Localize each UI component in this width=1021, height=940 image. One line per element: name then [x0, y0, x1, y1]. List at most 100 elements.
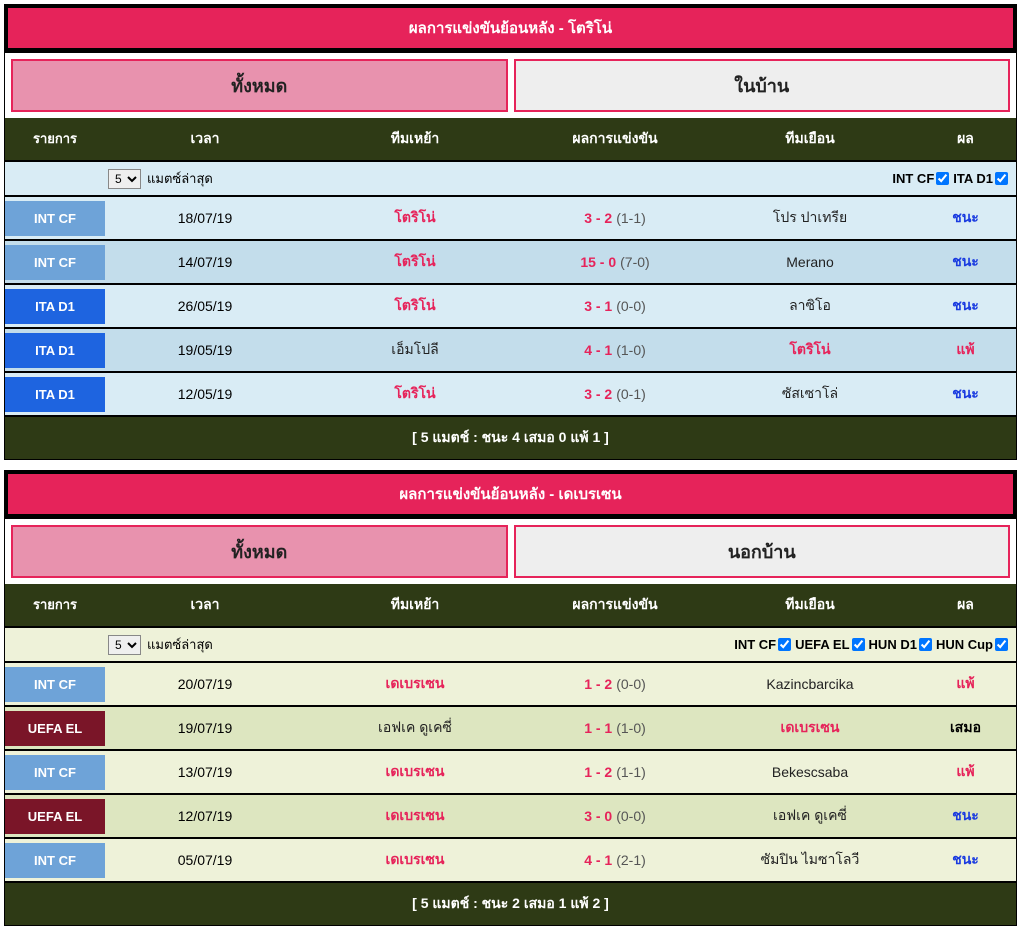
match-score[interactable]: 3 - 0(0-0) — [525, 798, 705, 834]
filter-row: 5แมตซ์ล่าสุดINT CFITA D1 — [5, 160, 1016, 195]
away-team[interactable]: โตริโน่ — [705, 329, 915, 371]
league-badge[interactable]: INT CF — [5, 667, 105, 702]
league-filter-label: ITA D1 — [953, 171, 993, 186]
league-filter[interactable]: HUN Cup — [936, 637, 1008, 652]
match-score[interactable]: 15 - 0(7-0) — [525, 244, 705, 280]
fulltime-score: 15 - 0 — [580, 254, 616, 270]
league-filters: INT CF UEFA EL HUN D1 HUN Cup — [734, 637, 1008, 652]
home-team[interactable]: โตริโน่ — [305, 197, 525, 239]
match-score[interactable]: 4 - 1(1-0) — [525, 332, 705, 368]
column-header: ผลการแข่งขัน — [525, 118, 705, 160]
home-team[interactable]: เดเบรเซน — [305, 663, 525, 705]
league-filter[interactable]: INT CF — [734, 637, 791, 652]
league-filter-label: HUN Cup — [936, 637, 993, 652]
league-filter-checkbox[interactable] — [919, 638, 932, 651]
match-result: แพ้ — [915, 329, 1016, 371]
section-header: ผลการแข่งขันย้อนหลัง - โตริโน่ — [7, 7, 1014, 49]
match-result: ชนะ — [915, 241, 1016, 283]
match-score[interactable]: 3 - 1(0-0) — [525, 288, 705, 324]
match-count-select[interactable]: 5 — [108, 635, 141, 655]
table-row: INT CF20/07/19เดเบรเซน1 - 2(0-0)Kazincba… — [5, 661, 1016, 705]
tabs: ทั้งหมดนอกบ้าน — [5, 517, 1016, 584]
tab-all[interactable]: ทั้งหมด — [11, 59, 508, 112]
league-badge[interactable]: INT CF — [5, 843, 105, 878]
column-header: ทีมเหย้า — [305, 118, 525, 160]
column-header: เวลา — [105, 584, 305, 626]
match-score[interactable]: 1 - 1(1-0) — [525, 710, 705, 746]
league-badge[interactable]: INT CF — [5, 755, 105, 790]
league-filter-checkbox[interactable] — [995, 172, 1008, 185]
away-team[interactable]: โปร ปาเทรีย — [705, 197, 915, 239]
tab-all[interactable]: ทั้งหมด — [11, 525, 508, 578]
home-team[interactable]: เอฟเค ดูเคซี่ — [305, 707, 525, 749]
fulltime-score: 3 - 1 — [584, 298, 612, 314]
match-score[interactable]: 3 - 2(1-1) — [525, 200, 705, 236]
league-filter-checkbox[interactable] — [936, 172, 949, 185]
away-team[interactable]: Kazincbarcika — [705, 666, 915, 702]
table-header: รายการเวลาทีมเหย้าผลการแข่งขันทีมเยือนผล — [5, 584, 1016, 626]
league-filter[interactable]: ITA D1 — [953, 171, 1008, 186]
league-badge[interactable]: ITA D1 — [5, 333, 105, 368]
away-team[interactable]: เอฟเค ดูเคซี่ — [705, 795, 915, 837]
match-score[interactable]: 4 - 1(2-1) — [525, 842, 705, 878]
home-team[interactable]: เอ็มโปลี — [305, 329, 525, 371]
league-filter[interactable]: UEFA EL — [795, 637, 864, 652]
summary-bar: [ 5 แมตช์ : ชนะ 2 เสมอ 1 แพ้ 2 ] — [5, 881, 1016, 925]
table-row: UEFA EL12/07/19เดเบรเซน3 - 0(0-0)เอฟเค ด… — [5, 793, 1016, 837]
league-filter-checkbox[interactable] — [995, 638, 1008, 651]
home-team[interactable]: เดเบรเซน — [305, 795, 525, 837]
league-filter-label: INT CF — [892, 171, 934, 186]
home-team[interactable]: เดเบรเซน — [305, 751, 525, 793]
match-date: 19/05/19 — [105, 332, 305, 368]
league-filter-checkbox[interactable] — [852, 638, 865, 651]
match-date: 18/07/19 — [105, 200, 305, 236]
column-header: ผลการแข่งขัน — [525, 584, 705, 626]
away-team[interactable]: ลาซิโอ — [705, 285, 915, 327]
league-badge[interactable]: INT CF — [5, 245, 105, 280]
table-row: INT CF05/07/19เดเบรเซน4 - 1(2-1)ซัมปิน ไ… — [5, 837, 1016, 881]
match-count-select[interactable]: 5 — [108, 169, 141, 189]
league-badge[interactable]: ITA D1 — [5, 377, 105, 412]
halftime-score: (0-0) — [616, 676, 646, 692]
away-team[interactable]: เดเบรเซน — [705, 707, 915, 749]
column-header: รายการ — [5, 118, 105, 160]
league-badge[interactable]: UEFA EL — [5, 711, 105, 746]
column-header: ทีมเยือน — [705, 118, 915, 160]
fulltime-score: 3 - 0 — [584, 808, 612, 824]
away-team[interactable]: Merano — [705, 244, 915, 280]
fulltime-score: 4 - 1 — [584, 852, 612, 868]
halftime-score: (0-0) — [616, 298, 646, 314]
league-filter[interactable]: HUN D1 — [869, 637, 932, 652]
away-team[interactable]: ซัสเซาโล่ — [705, 373, 915, 415]
results-section: ผลการแข่งขันย้อนหลัง - โตริโน่ทั้งหมดในบ… — [4, 4, 1017, 460]
match-score[interactable]: 1 - 2(0-0) — [525, 666, 705, 702]
match-date: 12/05/19 — [105, 376, 305, 412]
table-row: INT CF13/07/19เดเบรเซน1 - 2(1-1)Bekescsa… — [5, 749, 1016, 793]
home-team[interactable]: โตริโน่ — [305, 285, 525, 327]
league-badge[interactable]: ITA D1 — [5, 289, 105, 324]
halftime-score: (1-1) — [616, 764, 646, 780]
match-result: แพ้ — [915, 751, 1016, 793]
match-result: ชนะ — [915, 197, 1016, 239]
away-team[interactable]: Bekescsaba — [705, 754, 915, 790]
league-filter-checkbox[interactable] — [778, 638, 791, 651]
column-header: ผล — [915, 118, 1016, 160]
home-team[interactable]: โตริโน่ — [305, 373, 525, 415]
match-score[interactable]: 3 - 2(0-1) — [525, 376, 705, 412]
home-team[interactable]: โตริโน่ — [305, 241, 525, 283]
tab-location[interactable]: นอกบ้าน — [514, 525, 1011, 578]
column-header: รายการ — [5, 584, 105, 626]
section-header: ผลการแข่งขันย้อนหลัง - เดเบรเซน — [7, 473, 1014, 515]
away-team[interactable]: ซัมปิน ไมซาโลวี — [705, 839, 915, 881]
match-date: 12/07/19 — [105, 798, 305, 834]
league-filter[interactable]: INT CF — [892, 171, 949, 186]
table-row: UEFA EL19/07/19เอฟเค ดูเคซี่1 - 1(1-0)เด… — [5, 705, 1016, 749]
league-badge[interactable]: INT CF — [5, 201, 105, 236]
league-filters: INT CF ITA D1 — [892, 171, 1008, 186]
tab-location[interactable]: ในบ้าน — [514, 59, 1011, 112]
column-header: ผล — [915, 584, 1016, 626]
halftime-score: (2-1) — [616, 852, 646, 868]
home-team[interactable]: เดเบรเซน — [305, 839, 525, 881]
league-badge[interactable]: UEFA EL — [5, 799, 105, 834]
match-score[interactable]: 1 - 2(1-1) — [525, 754, 705, 790]
